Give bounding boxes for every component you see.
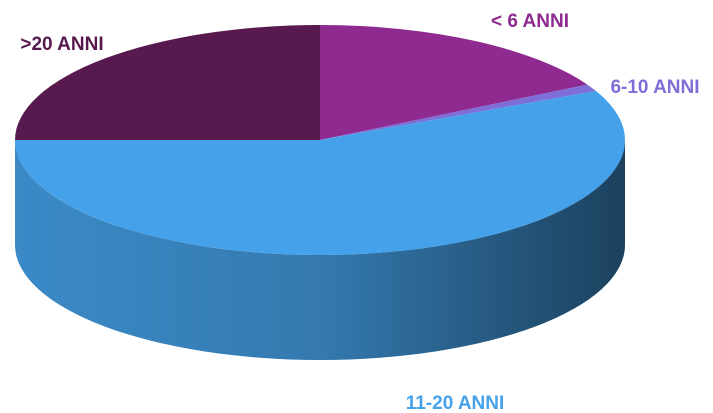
slice-label: >20 ANNI (20, 34, 103, 55)
slice (15, 25, 320, 140)
slice (320, 84, 596, 140)
slice (320, 25, 588, 140)
labels: < 6 ANNI 6-10 ANNI 11-20 ANNI >20 ANNI (20, 11, 699, 413)
slice (15, 91, 625, 256)
slice-label: < 6 ANNI (491, 11, 569, 32)
slice-label: 11-20 ANNI (406, 393, 505, 413)
side-shade (15, 140, 625, 360)
pie-top (15, 25, 625, 256)
slice-label: 6-10 ANNI (610, 77, 699, 98)
pie-sides (15, 140, 625, 360)
